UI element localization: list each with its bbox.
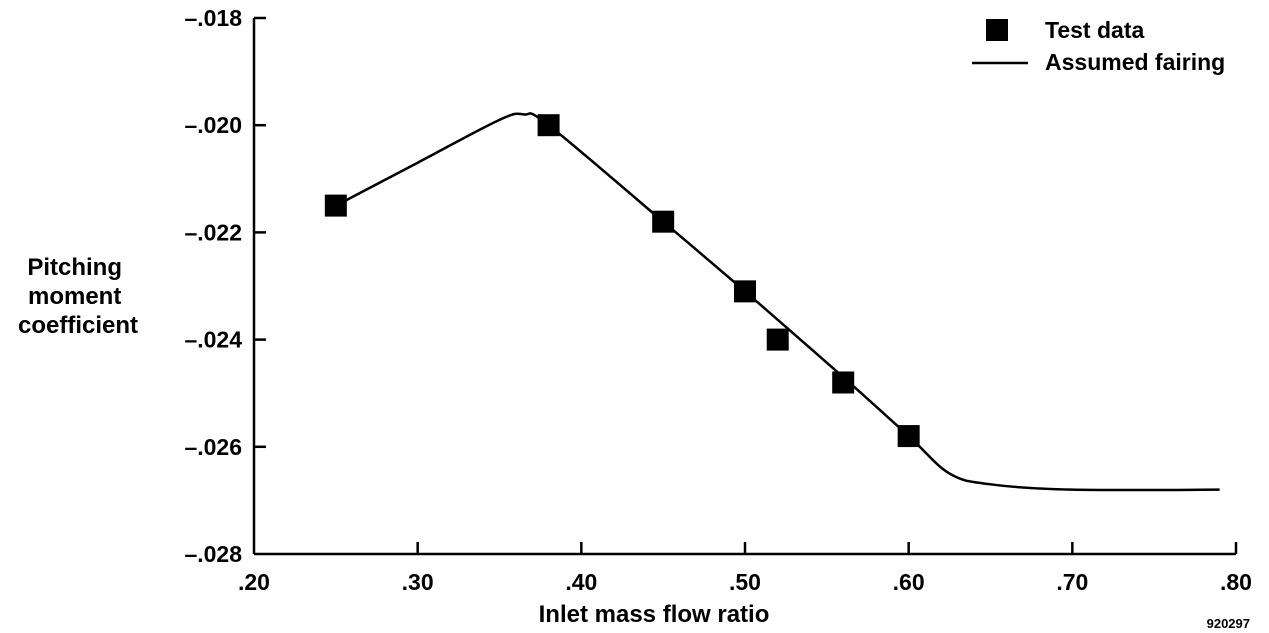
test-data-point [652, 210, 675, 233]
x-tick-label: .20 [238, 569, 270, 595]
x-tick-label: .70 [1056, 569, 1088, 595]
test-data-point [324, 194, 347, 217]
y-tick-label: –.022 [184, 219, 242, 245]
x-axis-title: Inlet mass flow ratio [539, 601, 770, 628]
test-data-point [832, 371, 855, 394]
y-tick-label: –.024 [184, 327, 242, 353]
y-axis-title-line: coefficient [18, 312, 138, 339]
test-data-point [537, 114, 560, 137]
x-tick-label: .50 [729, 569, 761, 595]
legend-label-test-data: Test data [1045, 17, 1144, 43]
y-axis-title-line: Pitching [27, 254, 122, 281]
x-tick-label: .60 [893, 569, 925, 595]
x-tick-label: .80 [1220, 569, 1252, 595]
test-data-point [734, 280, 756, 303]
legend-square-marker [986, 19, 1008, 41]
y-tick-label: –.020 [184, 112, 242, 138]
plot-area: .20.30.40.50.60.70.80 –.018–.020–.022–.0… [184, 5, 1252, 595]
x-axis-ticks: .20 .30 .40 .50 .60 .70 .80 [238, 542, 1252, 595]
y-axis-title: Pitching moment coefficient [18, 254, 138, 339]
y-tick-label: –.018 [184, 5, 242, 31]
y-tick-label: –.028 [184, 541, 242, 567]
legend-label-assumed-fairing: Assumed fairing [1045, 49, 1225, 75]
y-axis-title-line: moment [28, 283, 121, 310]
test-data-point [897, 425, 920, 448]
test-data-point [766, 328, 789, 351]
legend: Test data Assumed fairing [972, 17, 1225, 75]
series-layer [324, 112, 1220, 492]
x-tick-label: .30 [402, 569, 434, 595]
figure-id: 920297 [1207, 616, 1250, 631]
x-tick-label: .40 [565, 569, 597, 595]
y-axis-ticks: –.018 –.020 –.022 –.024 –.026 –.028 [184, 5, 266, 567]
y-tick-label: –.026 [184, 434, 242, 460]
assumed-fairing-line [335, 112, 1220, 492]
